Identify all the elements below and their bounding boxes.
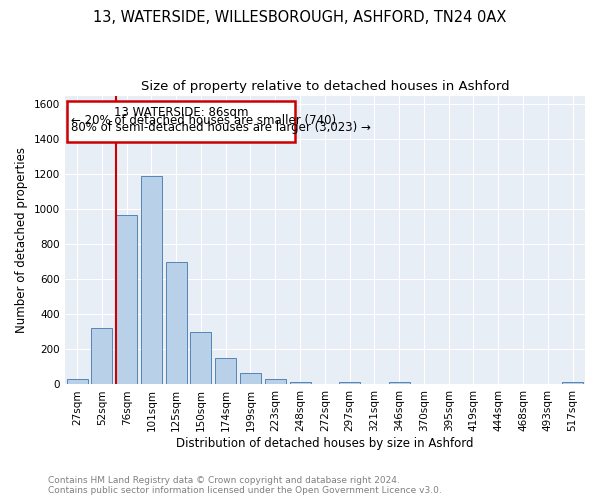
Bar bbox=[190, 332, 211, 384]
Title: Size of property relative to detached houses in Ashford: Size of property relative to detached ho… bbox=[140, 80, 509, 93]
Bar bbox=[265, 379, 286, 384]
Bar bbox=[67, 101, 295, 142]
Bar bbox=[141, 176, 162, 384]
Bar bbox=[240, 373, 261, 384]
Text: Contains HM Land Registry data © Crown copyright and database right 2024.
Contai: Contains HM Land Registry data © Crown c… bbox=[48, 476, 442, 495]
Bar bbox=[67, 379, 88, 384]
Text: 80% of semi-detached houses are larger (3,023) →: 80% of semi-detached houses are larger (… bbox=[71, 121, 371, 134]
X-axis label: Distribution of detached houses by size in Ashford: Distribution of detached houses by size … bbox=[176, 437, 473, 450]
Text: ← 20% of detached houses are smaller (740): ← 20% of detached houses are smaller (74… bbox=[71, 114, 336, 127]
Y-axis label: Number of detached properties: Number of detached properties bbox=[15, 147, 28, 333]
Bar bbox=[339, 382, 360, 384]
Bar bbox=[91, 328, 112, 384]
Bar bbox=[562, 382, 583, 384]
Bar bbox=[389, 382, 410, 384]
Text: 13 WATERSIDE: 86sqm: 13 WATERSIDE: 86sqm bbox=[114, 106, 248, 119]
Text: 13, WATERSIDE, WILLESBOROUGH, ASHFORD, TN24 0AX: 13, WATERSIDE, WILLESBOROUGH, ASHFORD, T… bbox=[94, 10, 506, 25]
Bar bbox=[215, 358, 236, 384]
Bar bbox=[290, 382, 311, 384]
Bar bbox=[116, 214, 137, 384]
Bar bbox=[166, 262, 187, 384]
